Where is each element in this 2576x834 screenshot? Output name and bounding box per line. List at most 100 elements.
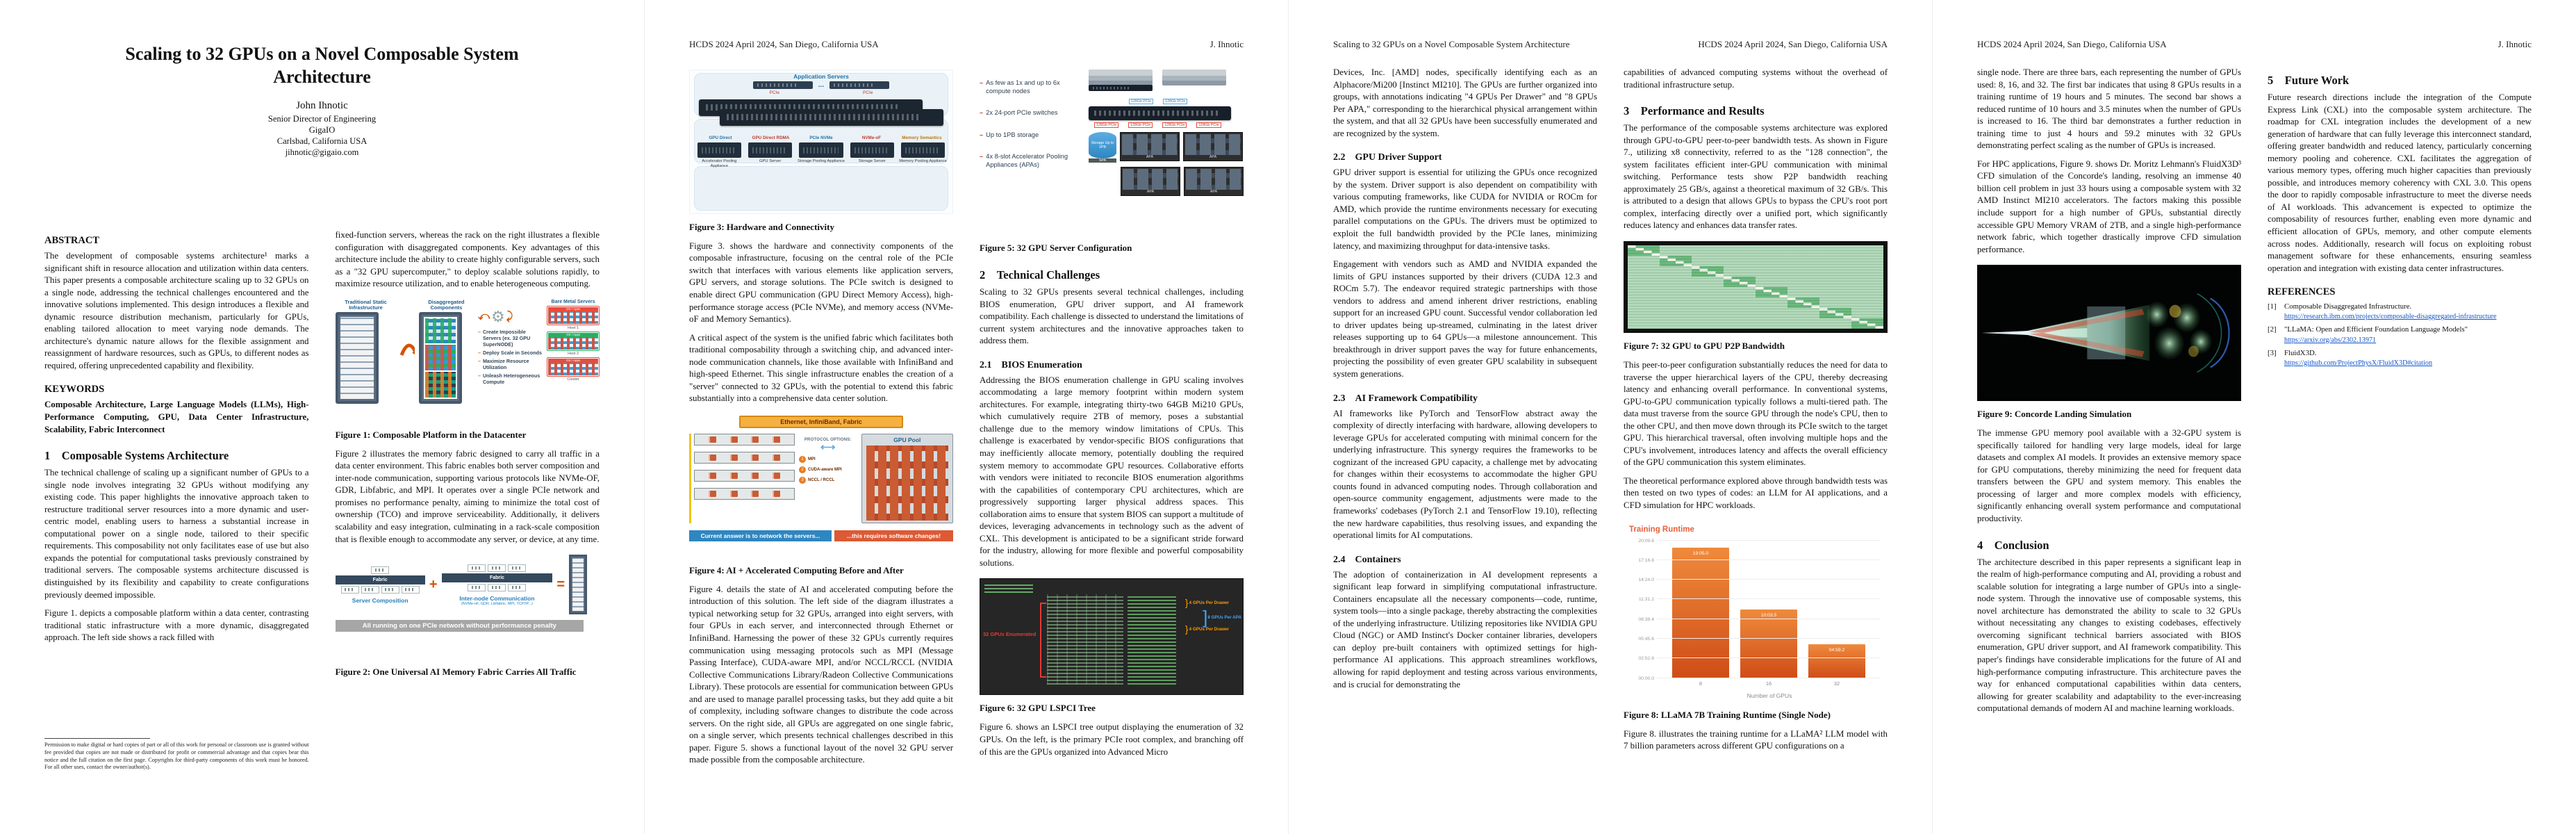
concorde-cfd-simulation: [1977, 265, 2241, 402]
fig3-device-label: Accelerator Pooling Appliance: [702, 159, 737, 168]
double-arrow-icon: ⟷: [820, 441, 836, 453]
server-box: [468, 564, 486, 573]
fig3-device-label: Storage Server: [858, 159, 886, 164]
bar-value-label: 19:05.0: [1692, 551, 1709, 557]
host-label: Host 1: [568, 325, 579, 330]
author-email[interactable]: jihnotic@gigaio.com: [285, 147, 359, 158]
figure-7-heatmap: [1624, 241, 1888, 334]
orange-arrow-icon: [400, 343, 415, 356]
author-role: Senior Director of Engineering: [267, 113, 377, 124]
chart-y-tick-label: 08:38.4: [1638, 616, 1654, 622]
pcie-link-tag: 128Gb PCIe: [1162, 122, 1187, 128]
section-2-heading: 2 Technical Challenges: [980, 268, 1100, 281]
appliance-graphic: [748, 142, 793, 158]
fig5-bullet: As few as 1x and up to 6x compute nodes: [986, 79, 1060, 95]
reference-link[interactable]: https://github.com/ProjectPhysX/FluidX3D…: [2284, 359, 2433, 367]
chart-y-tick-label: 14:24.0: [1638, 578, 1654, 583]
chart-y-tick-label: 17:16.8: [1638, 557, 1654, 563]
chart-gridline: [1657, 657, 1881, 659]
chart-gridline: [1657, 559, 1881, 560]
author-city: Carlsbad, California USA: [276, 136, 368, 146]
p2-col1: Application Servers ... PCIe PCIe GPU Di…: [689, 67, 953, 773]
chart-gridline: [1657, 539, 1881, 541]
os-apps-bar: OS / Apps: [548, 358, 598, 363]
ellipsis: ...: [818, 81, 825, 89]
storage-cylinder: Storage Up to 1PB: [1089, 132, 1116, 158]
section-1-heading: 1 Composable Systems Architecture: [44, 449, 229, 463]
compute-node-stack: [1089, 70, 1153, 93]
figure-2-caption: Figure 2: One Universal AI Memory Fabric…: [335, 667, 577, 678]
p2-col2: – As few as 1x and up to 6x compute nodes…: [980, 67, 1244, 773]
fig8-bar-32-gpus: 04:59.2: [1808, 644, 1865, 678]
page-title: Scaling to 32 GPUs on a Novel Composable…: [125, 44, 519, 87]
gpu-grid-graphic: [866, 445, 948, 521]
figure-4-paragraph: Figure 4. details the state of AI and ac…: [689, 584, 953, 765]
fig8-bar-8-gpus: 19:05.0: [1672, 548, 1729, 678]
section-2-1-heading: 2.1 BIOS Enumeration: [980, 359, 1082, 370]
gpu-pool-label: GPU Pool: [893, 436, 921, 443]
device-box: [468, 584, 486, 592]
section-1-paragraph: The technical challenge of scaling up a …: [44, 468, 309, 600]
fig2-left-group-label: Server Composition: [352, 597, 408, 605]
section-2-3-heading: 2.3 AI Framework Compatibility: [1333, 393, 1478, 404]
fig6-drawer-annotation: 4 GPUs Per Drawer: [1189, 600, 1229, 605]
chart-x-categories: 8 16 32: [1657, 678, 1881, 687]
figure-6-graphic: 32 GPUs Enumerated } 4 GPUs Per Drawer }…: [980, 578, 1244, 696]
host-box: OS / Apps: [547, 305, 600, 325]
server-with-gpus: [694, 433, 795, 445]
reference-link[interactable]: https://arxiv.org/abs/2302.13971: [2284, 336, 2377, 344]
copyright-footnote: Permission to make digital or hard copie…: [44, 738, 309, 771]
host-box: OS / Apps: [547, 331, 600, 351]
apa-box: APA: [1183, 132, 1243, 161]
chart-gridline: [1657, 579, 1881, 580]
figure-2-graphic: Fabric Server Composition + Fabric: [335, 555, 600, 659]
conclusion-paragraph: The architecture described in this paper…: [1977, 557, 2241, 714]
figure-3-graphic: Application Servers ... PCIe PCIe GPU Di…: [689, 70, 953, 214]
keywords-heading: KEYWORDS: [44, 384, 105, 395]
figure-7-caption: Figure 7: 32 GPU to GPU P2P Bandwidth: [1624, 341, 1785, 352]
figure-9-graphic: [1977, 265, 2241, 402]
host-label: Host 2: [568, 351, 579, 356]
pcie-label: PCIe: [769, 90, 779, 95]
reference-text: FluidX3D.: [2284, 348, 2317, 357]
fig3-application-servers-label: Application Servers: [793, 73, 849, 80]
gear-icon: ⚙: [491, 307, 505, 325]
figure-8-chart: Training Runtime 19:05.0 10:03.5 04:59.2 0…: [1624, 521, 1888, 702]
plus-sign: +: [429, 576, 438, 592]
p4-col2: 5 Future Work Future research directions…: [2268, 67, 2532, 773]
chart-y-tick-label: 05:45.6: [1638, 637, 1654, 642]
section-2-2-paragraph: Engagement with vendors such as AMD and …: [1333, 259, 1597, 379]
reference-number: [1]: [2268, 302, 2277, 311]
section-2-paragraph: Scaling to 32 GPUs presents several tech…: [980, 287, 1244, 346]
fig4-server-stack: [689, 433, 795, 523]
figure-4-caption: Figure 4: AI + Accelerated Computing Bef…: [689, 564, 904, 575]
fig3-link-label: GPU Direct RDMA: [752, 136, 790, 140]
fig1-right-rack-label: Disaggregated Components: [428, 298, 465, 311]
p4-col1: single node. There are three bars, each …: [1977, 67, 2241, 773]
reference-item: [3] FluidX3D. https://github.com/Project…: [2268, 348, 2532, 368]
fig5-bullet: 2x 24-port PCIe switches: [986, 109, 1058, 117]
os-apps-bar: OS / Apps: [548, 332, 598, 337]
page-2: HCDS 2024 April 2024, San Diego, Califor…: [644, 0, 1288, 834]
server-with-gpus: [694, 451, 795, 464]
p2p-paragraph: This peer-to-peer configuration substant…: [1624, 360, 1888, 468]
chart-gridline: [1657, 638, 1881, 639]
red-bracket: [1040, 603, 1046, 678]
section-3-heading: 3 Performance and Results: [1624, 104, 1765, 118]
fig4-left-banner: Current answer is to network the servers…: [689, 530, 832, 541]
chart-y-tick-label: 20:09.6: [1638, 538, 1654, 543]
reference-link[interactable]: https://research.ibm.com/projects/compos…: [2284, 313, 2497, 321]
fig4-network-banner: Ethernet, InfiniBand, Fabric: [739, 415, 903, 428]
pcie-link-tag: 128Gb PCIe: [1196, 122, 1221, 128]
figure-9-caption: Figure 9: Concorde Landing Simulation: [1977, 409, 2132, 420]
p2p-bandwidth-heatmap: [1628, 245, 1883, 329]
static-rack-graphic: [335, 311, 379, 404]
device-box: [361, 586, 379, 594]
chart-title: Training Runtime: [1629, 525, 1694, 534]
host-box: OS / Apps: [547, 357, 600, 377]
spa-label: SPA: [1089, 158, 1116, 163]
reference-text: "LLaMA: Open and Efficient Foundation La…: [2284, 325, 2468, 334]
page-1: Scaling to 32 GPUs on a Novel Composable…: [0, 0, 644, 834]
author-block: John Ihnotic Senior Director of Engineer…: [0, 99, 644, 158]
fig1-bullet-list: – Create Impossible Servers (ex. 32 GPU S…: [477, 328, 543, 385]
